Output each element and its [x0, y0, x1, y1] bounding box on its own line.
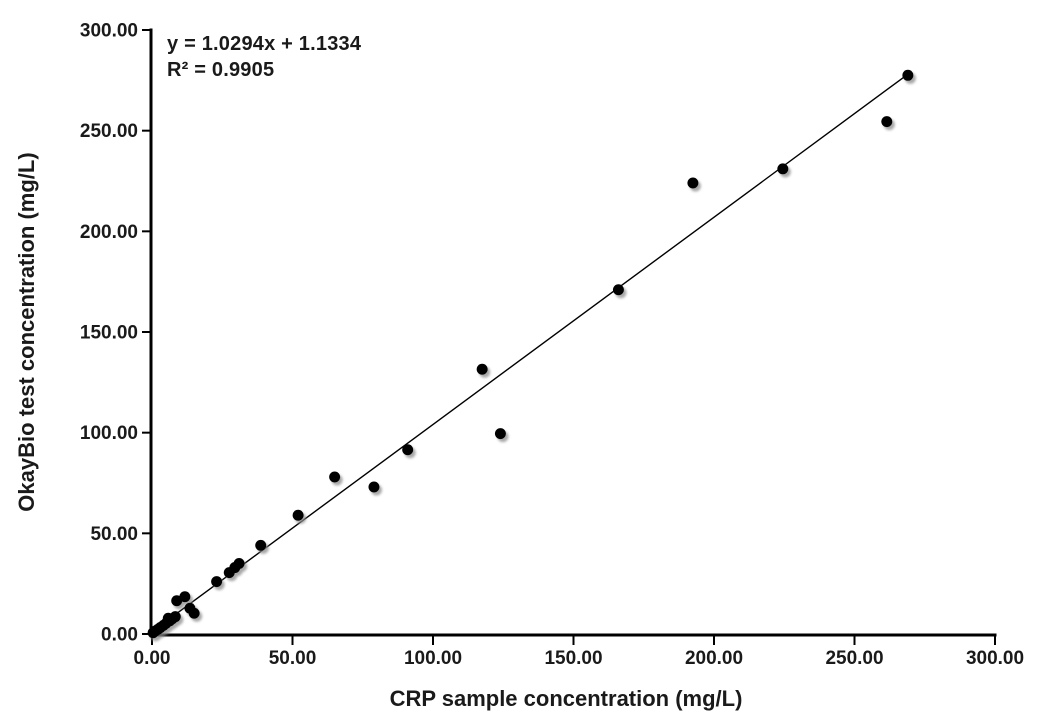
y-tick-label: 100.00 [80, 423, 138, 444]
x-tick-label: 200.00 [685, 648, 743, 669]
y-axis-title: OkayBio test concentration (mg/L) [14, 152, 39, 512]
x-tick-label: 0.00 [134, 648, 171, 669]
x-tick-label: 150.00 [544, 648, 602, 669]
y-tick-label: 50.00 [90, 524, 138, 545]
data-point [179, 591, 191, 603]
data-points [147, 69, 914, 639]
y-tick-label: 0.00 [101, 625, 138, 646]
data-point [292, 509, 304, 521]
data-point [255, 539, 267, 551]
x-tick-label: 50.00 [269, 648, 317, 669]
data-point [902, 69, 914, 81]
data-point [687, 177, 699, 189]
x-tick-label: 300.00 [966, 648, 1024, 669]
data-point [402, 444, 414, 456]
y-tick-label: 300.00 [80, 21, 138, 42]
data-point [169, 611, 181, 623]
x-tick-label: 100.00 [404, 648, 462, 669]
data-point [171, 595, 183, 607]
data-point [881, 116, 893, 128]
y-tick-label: 200.00 [80, 222, 138, 243]
r-squared-line: R² = 0.9905 [167, 59, 275, 81]
data-point [368, 481, 380, 493]
data-point [188, 607, 200, 619]
trendline-equation: y = 1.0294x + 1.1334 R² = 0.9905 [167, 31, 361, 83]
equation-line: y = 1.0294x + 1.1334 [167, 33, 362, 55]
data-point [612, 284, 624, 296]
data-point [494, 428, 506, 440]
data-point [233, 558, 245, 570]
data-point [329, 471, 341, 483]
data-point [211, 576, 223, 588]
x-tick-label: 250.00 [825, 648, 883, 669]
y-tick-label: 150.00 [80, 323, 138, 344]
data-point [777, 163, 789, 175]
data-point [476, 363, 488, 375]
x-axis-title: CRP sample concentration (mg/L) [389, 686, 743, 711]
y-tick-label: 250.00 [80, 121, 138, 142]
